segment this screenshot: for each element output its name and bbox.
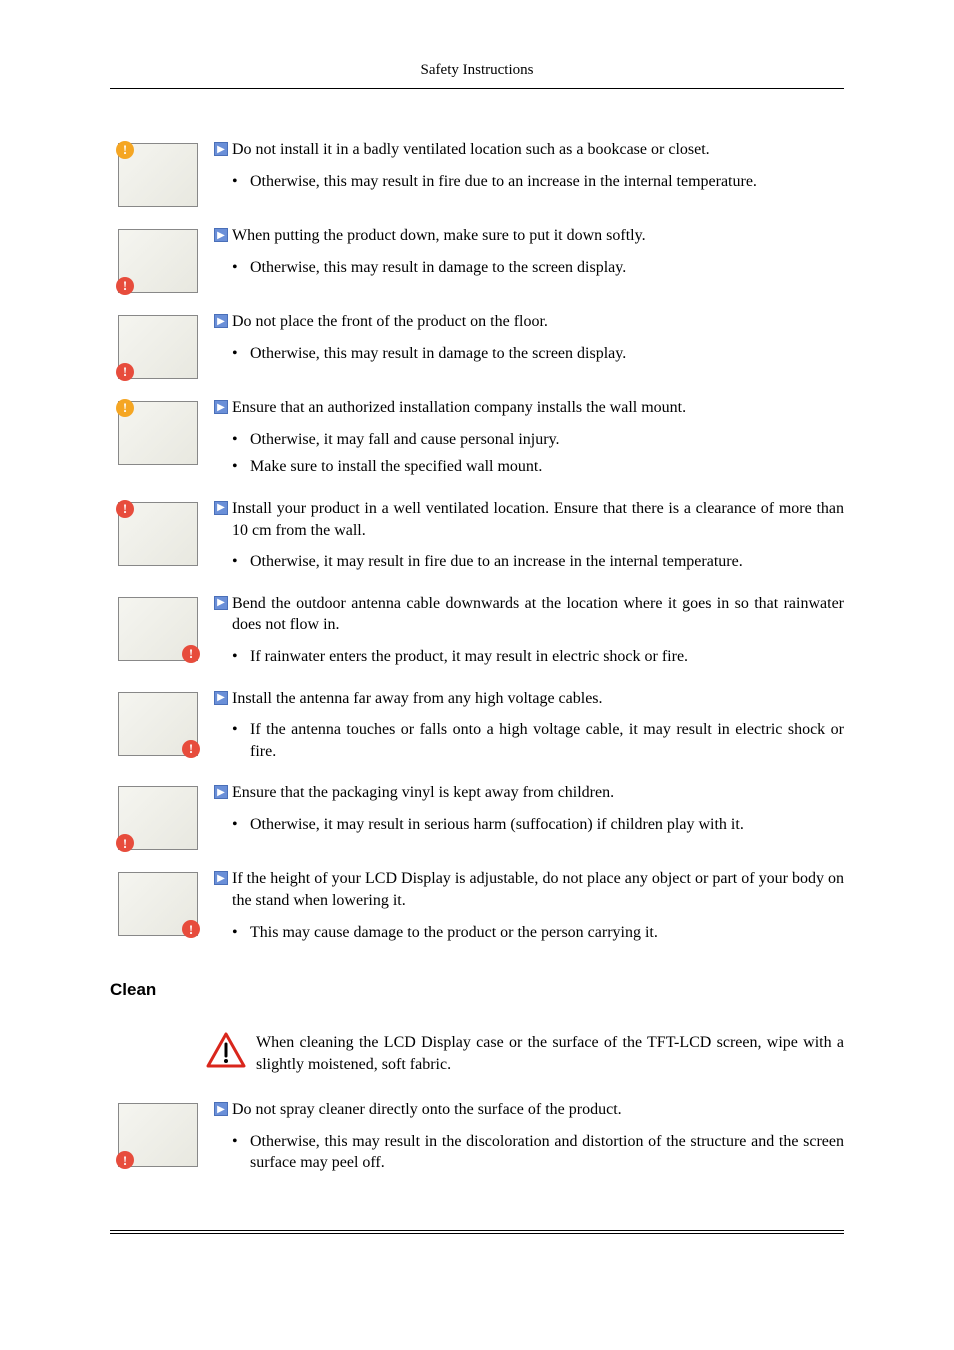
instruction-lead-text: Install the antenna far away from any hi…	[232, 688, 844, 710]
bullet-arrow-icon: ▶	[214, 691, 228, 705]
instruction-sub-list: Otherwise, it may result in fire due to …	[214, 551, 844, 573]
instruction-content: ▶ Install the antenna far away from any h…	[214, 688, 844, 769]
instruction-sub-item: Otherwise, this may result in the discol…	[232, 1131, 844, 1174]
instruction-sub-item: Otherwise, this may result in fire due t…	[232, 171, 844, 193]
clean-item: ! ▶ Do not spray cleaner directly onto the…	[110, 1099, 844, 1180]
instruction-sub-item: Otherwise, it may result in serious harm…	[232, 814, 844, 836]
page-header: Safety Instructions	[110, 60, 844, 89]
warning-badge-icon: !	[182, 740, 200, 758]
clean-warning: When cleaning the LCD Display case or th…	[206, 1032, 844, 1075]
bullet-arrow-icon: ▶	[214, 785, 228, 799]
instruction-content: ▶ Do not spray cleaner directly onto the …	[214, 1099, 844, 1180]
section-title-clean: Clean	[110, 979, 844, 1002]
instruction-illustration: !	[110, 593, 206, 665]
instruction-lead-text: Do not spray cleaner directly onto the s…	[232, 1099, 844, 1121]
instruction-lead-text: Bend the outdoor antenna cable downwards…	[232, 593, 844, 636]
instruction-illustration: !	[110, 688, 206, 760]
instruction-sub-item: Make sure to install the specified wall …	[232, 456, 844, 478]
warning-triangle-icon	[206, 1032, 246, 1068]
instruction-lead-text: If the height of your LCD Display is adj…	[232, 868, 844, 911]
instruction-content: ▶ Do not place the front of the product o…	[214, 311, 844, 370]
instruction-sub-item: Otherwise, this may result in damage to …	[232, 257, 844, 279]
instruction-illustration: !	[110, 782, 206, 854]
instruction-lead-text: Ensure that an authorized installation c…	[232, 397, 844, 419]
instruction-illustration: !	[110, 139, 206, 211]
safety-item: ! ▶ Ensure that an authorized installation…	[110, 397, 844, 484]
instruction-sub-list: Otherwise, it may fall and cause persona…	[214, 429, 844, 478]
bullet-arrow-icon: ▶	[214, 314, 228, 328]
instruction-sub-item: Otherwise, it may fall and cause persona…	[232, 429, 844, 451]
instruction-sub-list: Otherwise, this may result in damage to …	[214, 257, 844, 279]
safety-item: ! ▶ Install your product in a well ventila…	[110, 498, 844, 579]
instruction-sub-item: If the antenna touches or falls onto a h…	[232, 719, 844, 762]
instruction-sub-list: Otherwise, it may result in serious harm…	[214, 814, 844, 836]
instruction-content: ▶ When putting the product down, make sur…	[214, 225, 844, 284]
instruction-sub-list: This may cause damage to the product or …	[214, 922, 844, 944]
safety-item: ! ▶ Bend the outdoor antenna cable downwar…	[110, 593, 844, 674]
safety-item: ! ▶ Ensure that the packaging vinyl is kep…	[110, 782, 844, 854]
instruction-sub-list: Otherwise, this may result in damage to …	[214, 343, 844, 365]
instruction-sub-item: This may cause damage to the product or …	[232, 922, 844, 944]
instruction-sub-item: Otherwise, this may result in damage to …	[232, 343, 844, 365]
safety-item: ! ▶ When putting the product down, make su…	[110, 225, 844, 297]
bullet-arrow-icon: ▶	[214, 871, 228, 885]
instruction-sub-item: If rainwater enters the product, it may …	[232, 646, 844, 668]
instruction-sub-list: If the antenna touches or falls onto a h…	[214, 719, 844, 762]
bullet-arrow-icon: ▶	[214, 596, 228, 610]
warning-badge-icon: !	[182, 645, 200, 663]
safety-item: ! ▶ If the height of your LCD Display is a…	[110, 868, 844, 949]
instruction-content: ▶ Ensure that the packaging vinyl is kept…	[214, 782, 844, 841]
instruction-lead-text: Do not place the front of the product on…	[232, 311, 844, 333]
bullet-arrow-icon: ▶	[214, 400, 228, 414]
bullet-arrow-icon: ▶	[214, 1102, 228, 1116]
instruction-content: ▶ Ensure that an authorized installation …	[214, 397, 844, 484]
bullet-arrow-icon: ▶	[214, 142, 228, 156]
footer-rule	[110, 1230, 844, 1234]
instruction-lead-text: Do not install it in a badly ventilated …	[232, 139, 844, 161]
instruction-illustration: !	[110, 498, 206, 570]
instruction-sub-list: If rainwater enters the product, it may …	[214, 646, 844, 668]
instruction-sub-list: Otherwise, this may result in the discol…	[214, 1131, 844, 1174]
instruction-content: ▶ If the height of your LCD Display is ad…	[214, 868, 844, 949]
safety-item: ! ▶ Install the antenna far away from any …	[110, 688, 844, 769]
instruction-illustration: !	[110, 868, 206, 940]
instruction-lead-text: Install your product in a well ventilate…	[232, 498, 844, 541]
warning-badge-icon: !	[116, 500, 134, 518]
safety-item: ! ▶ Do not install it in a badly ventilate…	[110, 139, 844, 211]
instruction-illustration: !	[110, 397, 206, 469]
instruction-sub-list: Otherwise, this may result in fire due t…	[214, 171, 844, 193]
instruction-content: ▶ Do not install it in a badly ventilated…	[214, 139, 844, 198]
instruction-illustration: !	[110, 311, 206, 383]
clean-warning-text: When cleaning the LCD Display case or th…	[256, 1032, 844, 1075]
bullet-arrow-icon: ▶	[214, 228, 228, 242]
instruction-illustration: !	[110, 1099, 206, 1171]
instruction-lead-text: Ensure that the packaging vinyl is kept …	[232, 782, 844, 804]
instruction-content: ▶ Bend the outdoor antenna cable downward…	[214, 593, 844, 674]
instruction-sub-item: Otherwise, it may result in fire due to …	[232, 551, 844, 573]
bullet-arrow-icon: ▶	[214, 501, 228, 515]
instruction-lead-text: When putting the product down, make sure…	[232, 225, 844, 247]
instruction-content: ▶ Install your product in a well ventilat…	[214, 498, 844, 579]
instruction-illustration: !	[110, 225, 206, 297]
safety-item: ! ▶ Do not place the front of the product …	[110, 311, 844, 383]
header-title: Safety Instructions	[421, 62, 534, 78]
